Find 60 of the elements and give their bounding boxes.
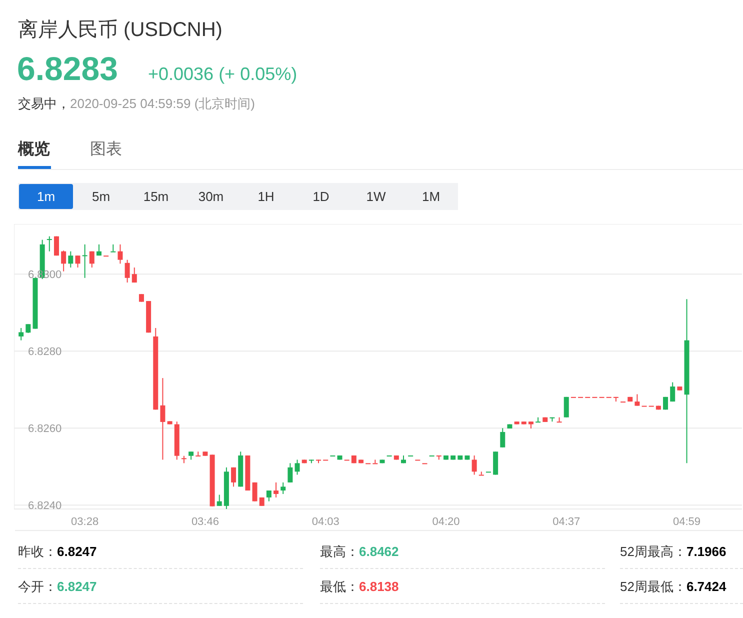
chart-title: 离岸人民币 (USDCNH) [18,18,222,43]
x-tick-label: 04:59 [672,516,701,528]
candlestick [288,462,293,483]
candlestick [118,244,123,264]
text: 1W [365,188,387,206]
text: 概览 [18,140,50,160]
text: 30m [197,188,225,206]
candlestick [478,471,484,476]
text: 6.8138 [359,579,399,594]
text: 1M [420,188,442,206]
candlestick [132,267,137,284]
candlestick [231,466,236,488]
candlestick [536,416,541,423]
candlestick [372,459,378,464]
text: 1D [312,188,330,206]
candlestick [472,454,477,476]
text: 5m [90,188,112,206]
candlestick [294,459,300,476]
candlestick [75,255,80,268]
candlestick [564,396,569,418]
candlestick [556,416,562,423]
text: +0.0036 (+ 0.05%) [148,64,298,85]
candlestick [280,482,286,494]
candlestick [216,494,222,506]
text: 6.8247 [57,544,97,559]
candlestick [82,244,88,278]
candlestick [274,482,279,498]
text: 15m [142,188,170,206]
candlestick [634,394,640,406]
candlestick [252,482,258,502]
candlestick [196,451,201,456]
text: 图表 [90,140,122,160]
candlestick [68,250,74,268]
y-tick-label: 6.8260 [28,423,62,436]
candlestick [46,236,52,252]
candlestick [160,378,166,460]
y-tick-label: 6.8280 [28,346,62,358]
text: 6.8462 [359,544,399,559]
x-tick-label: 04:37 [552,516,580,528]
text: 2020-09-25 04:59:59 (北京时间) [70,96,255,111]
x-tick-label: 04:20 [432,516,460,528]
text: 7.1966 [686,544,726,559]
candlestick [266,490,272,502]
x-tick-label: 03:28 [71,516,99,528]
candlestick [124,259,130,284]
x-tick-label: 03:46 [191,516,219,528]
text: 1m [19,184,73,209]
y-tick-label: 6.8240 [28,500,62,512]
candlestick [110,244,116,252]
x-tick-label: 04:03 [312,516,340,528]
candlestick [61,250,66,272]
text: 1H [256,188,276,206]
text: 6.7424 [686,579,726,594]
text: 6.8247 [57,579,97,594]
candlestick [18,327,24,341]
text: 6.8283 [17,50,118,88]
candlestick [89,250,94,268]
candlestick [670,382,676,402]
candlestick [493,451,498,476]
candlestick [500,428,506,448]
